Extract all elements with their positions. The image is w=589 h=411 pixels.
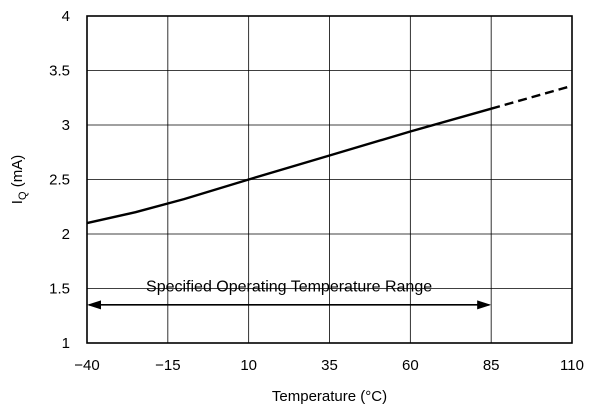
x-tick-label: 85 bbox=[483, 357, 500, 374]
y-tick-label: 1 bbox=[62, 335, 70, 352]
x-tick-label: 10 bbox=[240, 357, 257, 374]
x-axis-tick-labels: −40 −15 10 35 60 85 110 bbox=[74, 357, 584, 374]
y-axis-tick-labels: 1 1.5 2 2.5 3 3.5 4 bbox=[49, 8, 70, 352]
x-tick-label: 35 bbox=[321, 357, 338, 374]
y-tick-label: 2 bbox=[62, 226, 70, 243]
x-tick-label: 60 bbox=[402, 357, 419, 374]
x-tick-label: 110 bbox=[560, 357, 584, 374]
y-tick-label: 2.5 bbox=[49, 172, 70, 189]
x-axis-title: Temperature (°C) bbox=[272, 388, 387, 405]
series-line-solid bbox=[86, 107, 492, 225]
temperature-range-annotation: Specified Operating Temperature Range bbox=[87, 278, 492, 310]
y-axis-title-unit: (mA) bbox=[9, 155, 26, 192]
y-tick-label: 3 bbox=[62, 117, 70, 134]
y-axis-title-main: I bbox=[9, 200, 26, 204]
series-group bbox=[86, 84, 573, 225]
y-tick-label: 1.5 bbox=[49, 281, 70, 298]
y-axis-title: IQ (mA) bbox=[9, 155, 29, 204]
series-line-dashed bbox=[490, 84, 573, 110]
y-axis-title-subscript: Q bbox=[17, 191, 29, 200]
x-tick-label: −15 bbox=[155, 357, 180, 374]
range-arrow-head-left bbox=[87, 300, 101, 310]
y-tick-label: 3.5 bbox=[49, 63, 70, 80]
plot-frame bbox=[86, 15, 573, 344]
range-arrow-head-right bbox=[477, 300, 492, 310]
x-tick-label: −40 bbox=[74, 357, 99, 374]
range-annotation-text: Specified Operating Temperature Range bbox=[146, 278, 432, 295]
grid-lines bbox=[87, 16, 572, 343]
y-tick-label: 4 bbox=[62, 8, 70, 25]
